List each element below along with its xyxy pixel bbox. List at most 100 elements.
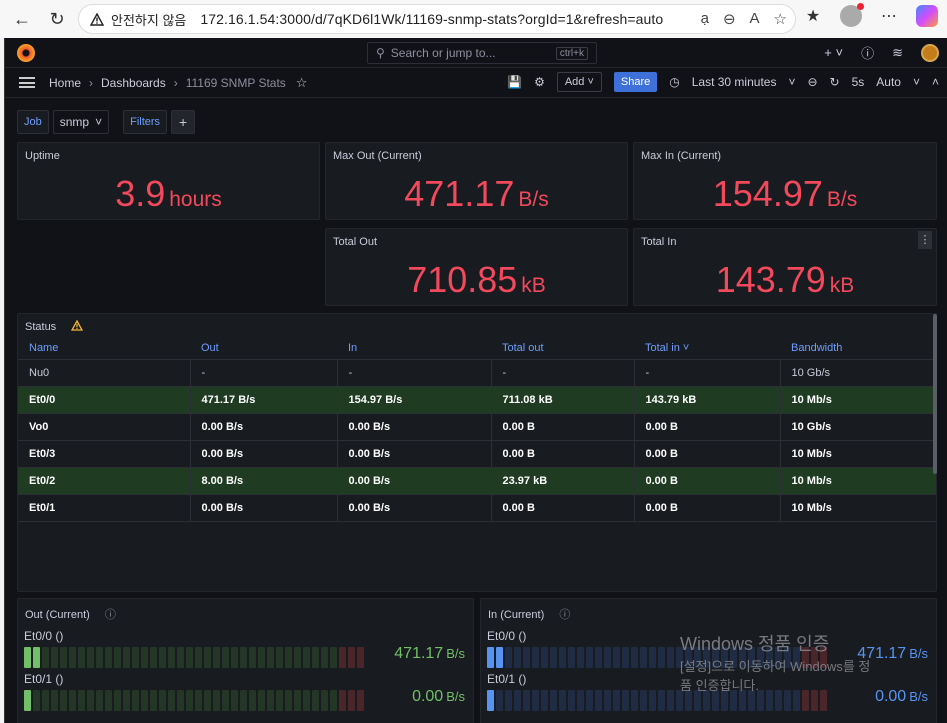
gauge-segment: [775, 647, 782, 668]
filters-label[interactable]: Filters: [123, 110, 168, 134]
info-icon[interactable]: ⓘ: [559, 609, 571, 621]
star-icon[interactable]: ☆: [295, 74, 308, 90]
gauge-segment: [105, 647, 112, 668]
gauge-bar: [487, 647, 827, 668]
gauge-segment: [168, 647, 175, 668]
grafana-logo-icon[interactable]: [17, 43, 35, 62]
avatar[interactable]: [839, 3, 864, 28]
share-button[interactable]: Share: [613, 72, 658, 92]
gauge-segment: [712, 690, 719, 711]
gauge-segment: [667, 690, 674, 711]
column-header-sorted[interactable]: Total in ˅: [634, 337, 780, 360]
user-avatar[interactable]: [921, 43, 939, 62]
gauge-segment: [514, 647, 521, 668]
news-icon[interactable]: ≋: [892, 44, 903, 60]
chevron-down-icon[interactable]: ˅: [912, 75, 920, 89]
gauge-segment: [649, 647, 656, 668]
gauge-segment: [487, 647, 494, 668]
column-header[interactable]: In: [337, 337, 491, 360]
collapse-icon[interactable]: ˄: [931, 75, 939, 89]
info-icon[interactable]: ⓘ: [104, 609, 116, 621]
gauge-segment: [42, 690, 49, 711]
gauge-segment: [676, 690, 683, 711]
chevron-down-icon[interactable]: ˅: [788, 75, 796, 89]
refresh-interval[interactable]: 5s: [851, 75, 865, 89]
table-row[interactable]: Nu0- - - -10 Gb/s: [18, 359, 936, 387]
table-row[interactable]: Et0/3 0.00 B/s 0.00 B/s 0.00 B 0.00 B 10 Mb/s: [18, 440, 936, 468]
favorite-icon[interactable]: ☆: [773, 11, 787, 28]
gauge-value: 0.00 B/s: [412, 688, 465, 706]
read-aloud-icon[interactable]: A: [749, 10, 760, 27]
gauge-row: Et0/0 () 471.17 B/s: [24, 629, 465, 669]
time-range-picker[interactable]: Last 30 minutes: [691, 75, 777, 89]
new-icon[interactable]: + ˅: [824, 45, 844, 60]
job-variable-select[interactable]: snmp ˅: [52, 110, 110, 134]
gauge-segment: [339, 647, 346, 668]
menu-icon[interactable]: [19, 77, 35, 88]
help-icon[interactable]: ⓘ: [861, 46, 875, 61]
gauge-number: 471.17: [394, 645, 444, 662]
chevron-down-icon: ˅: [95, 115, 103, 129]
max-in-panel: Max In (Current) 154.97 B/s: [633, 142, 937, 220]
search-input[interactable]: ⚲ Search or jump to... ctrl+k: [367, 42, 597, 64]
panel-menu-icon[interactable]: ⋮: [918, 231, 932, 249]
watermark-line1: [설정]으로 이동하여 Windows를 정: [680, 659, 871, 674]
table-row[interactable]: Et0/1 0.00 B/s 0.00 B/s 0.00 B 0.00 B 10 Mb/s: [18, 494, 936, 522]
gauge-segment: [577, 647, 584, 668]
url-text[interactable]: 172.16.1.54:3000/d/7qKD6l1Wk/11169-snmp-…: [200, 11, 664, 27]
reload-icon[interactable]: ↻: [49, 8, 65, 29]
gauge-segment: [24, 647, 31, 668]
table-row[interactable]: Et0/0 471.17 B/s 154.97 B/s 711.08 kB 143.79…: [18, 386, 936, 414]
refresh-mode[interactable]: Auto: [876, 75, 901, 89]
column-header-label: Total in: [645, 341, 680, 354]
security-indicator[interactable]: 안전하지 않음: [89, 10, 186, 29]
gauge-segment: [811, 690, 818, 711]
table-cell: Et0/3: [18, 440, 191, 468]
column-header[interactable]: Bandwidth: [780, 337, 936, 360]
zoom-out-icon[interactable]: ⊖: [807, 75, 818, 89]
column-header[interactable]: Name: [18, 337, 190, 360]
warning-icon[interactable]: [71, 319, 84, 333]
column-header[interactable]: Total out: [491, 337, 634, 360]
gauge-row: Et0/0 () 471.17 B/s: [487, 629, 928, 669]
gauge-segment: [51, 690, 58, 711]
table-cell: -: [634, 359, 781, 387]
gauge-segment: [294, 690, 301, 711]
column-header[interactable]: Out: [190, 337, 337, 360]
add-filter-button[interactable]: +: [171, 110, 196, 134]
translate-icon[interactable]: ạ: [700, 10, 709, 27]
gauge-segment: [321, 690, 328, 711]
address-bar[interactable]: 안전하지 않음 172.16.1.54:3000/d/7qKD6l1Wk/111…: [78, 4, 796, 34]
gauge-segment: [123, 690, 130, 711]
total-in-panel: Total In ⋮ 143.79 kB: [633, 228, 937, 306]
stat-number: 3.9: [115, 173, 166, 214]
gauge-segment: [231, 690, 238, 711]
more-icon[interactable]: ⋯: [881, 8, 897, 25]
gauge-segment: [685, 647, 692, 668]
table-row[interactable]: Vo0 0.00 B/s 0.00 B/s 0.00 B 0.00 B 10 Gb/s: [18, 413, 936, 441]
back-icon[interactable]: ←: [13, 8, 31, 29]
table-row[interactable]: Et0/2 8.00 B/s 0.00 B/s 23.97 kB 0.00 B 10 Mb…: [18, 467, 936, 495]
breadcrumb-home[interactable]: Home: [49, 75, 82, 90]
gauge-segment: [60, 690, 67, 711]
gauge-segment: [141, 647, 148, 668]
zoom-icon[interactable]: ⊖: [722, 11, 736, 28]
table-scrollbar[interactable]: [933, 314, 937, 474]
refresh-icon[interactable]: ↻: [829, 75, 840, 89]
save-icon[interactable]: 💾: [507, 75, 523, 89]
gauge-segment: [168, 690, 175, 711]
in-current-panel: In (Current) ⓘ Et0/0 () 471.17 B/s Et0/1 ()…: [480, 598, 937, 723]
gauge-segment: [159, 647, 166, 668]
favorites-icon[interactable]: ★: [805, 8, 821, 25]
breadcrumb-dashboards[interactable]: Dashboards: [101, 75, 166, 90]
gauge-segment: [249, 647, 256, 668]
add-button[interactable]: Add ˅: [556, 72, 602, 92]
gauge-segment: [249, 690, 256, 711]
table-cell: 0.00 B: [491, 413, 635, 441]
settings-icon[interactable]: ⚙: [534, 75, 545, 89]
gauge-segment: [685, 690, 692, 711]
gauge-segment: [231, 647, 238, 668]
clock-icon: ◷: [669, 75, 680, 89]
copilot-icon[interactable]: [915, 4, 939, 28]
watermark-line2: 품 인증합니다.: [680, 678, 759, 693]
